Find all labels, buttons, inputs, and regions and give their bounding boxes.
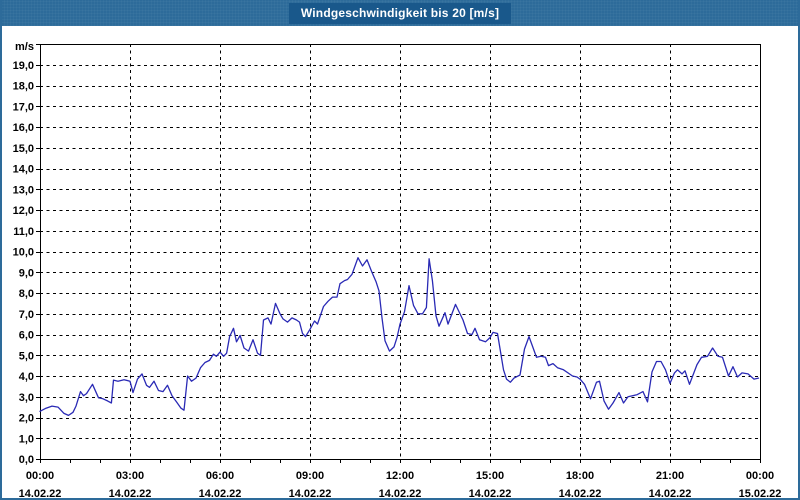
svg-text:16,0: 16,0 xyxy=(13,122,34,134)
svg-text:00:00: 00:00 xyxy=(746,470,774,482)
svg-text:10,0: 10,0 xyxy=(13,247,34,259)
wind-chart-svg: 0,0 1,0 2,0 3,0 4,0 5,0 6,0 7,0 8,0 9,0 10,0 11,0 12… xyxy=(13,41,782,498)
svg-text:6,0: 6,0 xyxy=(19,330,34,342)
svg-text:09:00: 09:00 xyxy=(296,470,324,482)
svg-text:21:00: 21:00 xyxy=(656,470,684,482)
wind-speed-line xyxy=(39,257,760,417)
svg-text:9,0: 9,0 xyxy=(19,267,34,279)
svg-text:3,0: 3,0 xyxy=(19,392,34,404)
svg-text:03:00: 03:00 xyxy=(116,470,144,482)
svg-text:15,0: 15,0 xyxy=(13,143,34,155)
svg-text:00:00: 00:00 xyxy=(26,470,54,482)
svg-text:14,0: 14,0 xyxy=(13,164,34,176)
svg-text:14.02.22: 14.02.22 xyxy=(469,488,512,498)
chart-title-bar: Windgeschwindigkeit bis 20 [m/s] xyxy=(2,0,798,26)
svg-text:12:00: 12:00 xyxy=(386,470,414,482)
vertical-gridlines xyxy=(130,44,671,459)
svg-text:14.02.22: 14.02.22 xyxy=(199,488,242,498)
svg-text:12,0: 12,0 xyxy=(13,205,34,217)
svg-text:19,0: 19,0 xyxy=(13,60,34,72)
svg-text:8,0: 8,0 xyxy=(19,288,34,300)
svg-text:14.02.22: 14.02.22 xyxy=(289,488,332,498)
svg-text:17,0: 17,0 xyxy=(13,101,34,113)
svg-text:1,0: 1,0 xyxy=(19,433,34,445)
svg-text:14.02.22: 14.02.22 xyxy=(379,488,422,498)
svg-text:15:00: 15:00 xyxy=(476,470,504,482)
svg-text:m/s: m/s xyxy=(15,41,34,53)
svg-text:18:00: 18:00 xyxy=(566,470,594,482)
svg-text:15.02.22: 15.02.22 xyxy=(739,488,782,498)
chart-area: 0,0 1,0 2,0 3,0 4,0 5,0 6,0 7,0 8,0 9,0 10,0 11,0 12… xyxy=(2,26,798,498)
svg-text:14.02.22: 14.02.22 xyxy=(649,488,692,498)
svg-text:2,0: 2,0 xyxy=(19,413,34,425)
chart-title: Windgeschwindigkeit bis 20 [m/s] xyxy=(288,2,512,24)
svg-text:5,0: 5,0 xyxy=(19,350,34,362)
svg-text:06:00: 06:00 xyxy=(206,470,234,482)
svg-text:7,0: 7,0 xyxy=(19,309,34,321)
svg-text:14.02.22: 14.02.22 xyxy=(19,488,62,498)
svg-text:13,0: 13,0 xyxy=(13,184,34,196)
x-axis-labels: 00:00 14.02.22 03:00 14.02.22 06:00 14.02.22 0… xyxy=(19,470,782,498)
svg-text:4,0: 4,0 xyxy=(19,371,34,383)
svg-text:18,0: 18,0 xyxy=(13,81,34,93)
svg-text:11,0: 11,0 xyxy=(13,226,34,238)
axis-ticks xyxy=(36,44,761,463)
svg-text:0,0: 0,0 xyxy=(19,454,34,466)
svg-text:14.02.22: 14.02.22 xyxy=(559,488,602,498)
y-axis-labels: 0,0 1,0 2,0 3,0 4,0 5,0 6,0 7,0 8,0 9,0 10,0 11,0 12… xyxy=(13,41,34,466)
svg-text:14.02.22: 14.02.22 xyxy=(109,488,152,498)
